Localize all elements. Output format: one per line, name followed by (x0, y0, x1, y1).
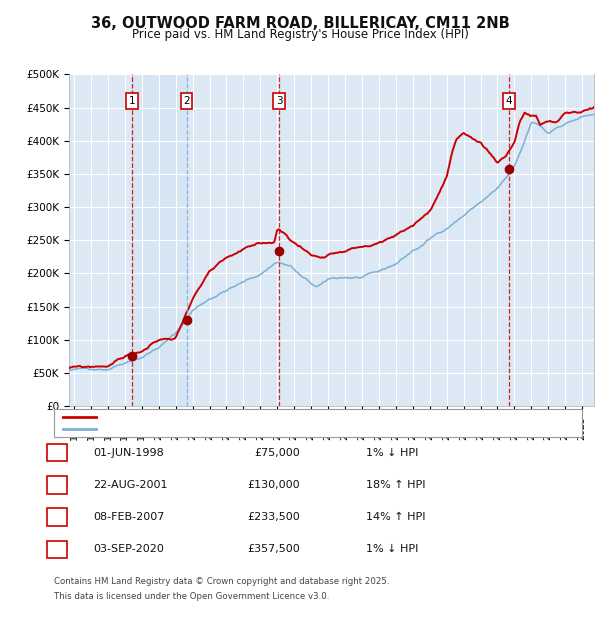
Text: 4: 4 (506, 96, 512, 106)
Text: 03-SEP-2020: 03-SEP-2020 (93, 544, 164, 554)
Text: 2: 2 (53, 480, 61, 490)
Text: 4: 4 (53, 544, 61, 554)
Text: 18% ↑ HPI: 18% ↑ HPI (366, 480, 425, 490)
Text: This data is licensed under the Open Government Licence v3.0.: This data is licensed under the Open Gov… (54, 592, 329, 601)
Text: £130,000: £130,000 (247, 480, 300, 490)
Text: £233,500: £233,500 (247, 512, 300, 522)
Text: 2: 2 (183, 96, 190, 106)
Text: 36, OUTWOOD FARM ROAD, BILLERICAY, CM11 2NB: 36, OUTWOOD FARM ROAD, BILLERICAY, CM11 … (91, 16, 509, 30)
Text: 22-AUG-2001: 22-AUG-2001 (93, 480, 167, 490)
Text: HPI: Average price, semi-detached house, Basildon: HPI: Average price, semi-detached house,… (101, 424, 350, 434)
Text: 3: 3 (276, 96, 283, 106)
Text: 1: 1 (128, 96, 136, 106)
Bar (132, 74, 187, 406)
Text: 01-JUN-1998: 01-JUN-1998 (93, 448, 164, 458)
Text: 1: 1 (53, 448, 61, 458)
Text: 3: 3 (53, 512, 61, 522)
Text: 14% ↑ HPI: 14% ↑ HPI (366, 512, 425, 522)
Text: Contains HM Land Registry data © Crown copyright and database right 2025.: Contains HM Land Registry data © Crown c… (54, 577, 389, 586)
Text: 1% ↓ HPI: 1% ↓ HPI (366, 544, 418, 554)
Text: 1% ↓ HPI: 1% ↓ HPI (366, 448, 418, 458)
Text: Price paid vs. HM Land Registry's House Price Index (HPI): Price paid vs. HM Land Registry's House … (131, 28, 469, 41)
Text: 08-FEB-2007: 08-FEB-2007 (93, 512, 164, 522)
Text: £75,000: £75,000 (254, 448, 300, 458)
Text: 36, OUTWOOD FARM ROAD, BILLERICAY, CM11 2NB (semi-detached house): 36, OUTWOOD FARM ROAD, BILLERICAY, CM11 … (101, 412, 469, 422)
Text: £357,500: £357,500 (247, 544, 300, 554)
